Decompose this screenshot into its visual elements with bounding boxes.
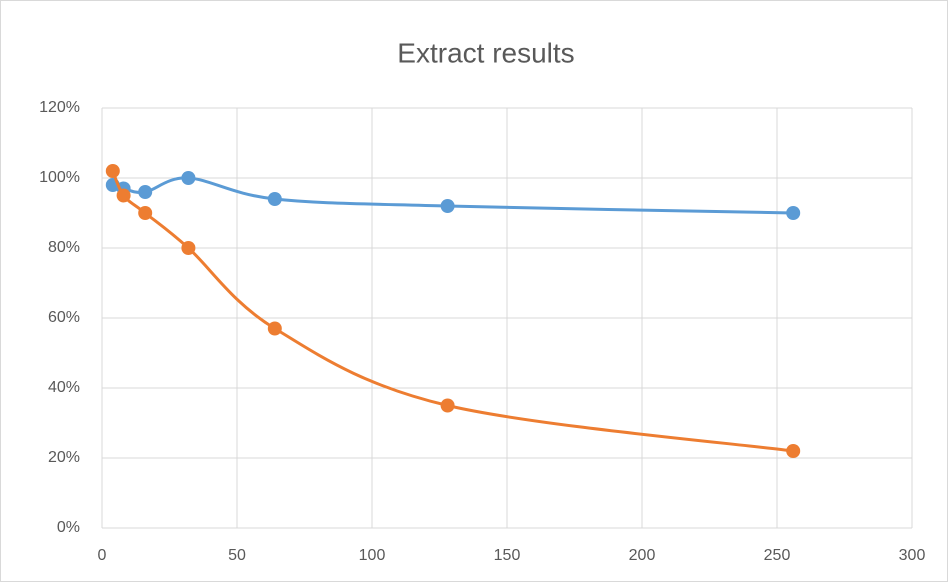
y-tick-label: 80% xyxy=(48,239,80,256)
x-tick-label: 100 xyxy=(359,547,386,564)
data-point xyxy=(786,444,801,458)
data-point xyxy=(440,199,455,213)
x-tick-label: 200 xyxy=(629,547,656,564)
x-tick-label: 0 xyxy=(98,547,107,564)
data-point xyxy=(105,164,120,178)
chart-title: Extract results xyxy=(397,37,574,68)
y-tick-label: 100% xyxy=(39,169,80,186)
x-tick-label: 250 xyxy=(764,547,791,564)
y-tick-label: 0% xyxy=(57,519,80,536)
data-point xyxy=(138,185,153,199)
data-point xyxy=(181,241,196,255)
y-tick-label: 60% xyxy=(48,309,80,326)
data-point xyxy=(267,321,282,336)
data-point xyxy=(786,206,801,220)
data-point xyxy=(181,171,196,185)
series-line xyxy=(111,170,794,453)
x-tick-label: 300 xyxy=(899,547,926,564)
y-tick-label: 120% xyxy=(39,99,80,116)
data-point xyxy=(138,206,153,220)
x-tick-label: 50 xyxy=(228,547,246,564)
data-point xyxy=(440,398,455,413)
data-point xyxy=(116,188,131,203)
y-tick-label: 40% xyxy=(48,379,80,396)
data-point xyxy=(267,192,282,206)
y-tick-label: 20% xyxy=(48,449,80,466)
x-tick-label: 150 xyxy=(494,547,521,564)
